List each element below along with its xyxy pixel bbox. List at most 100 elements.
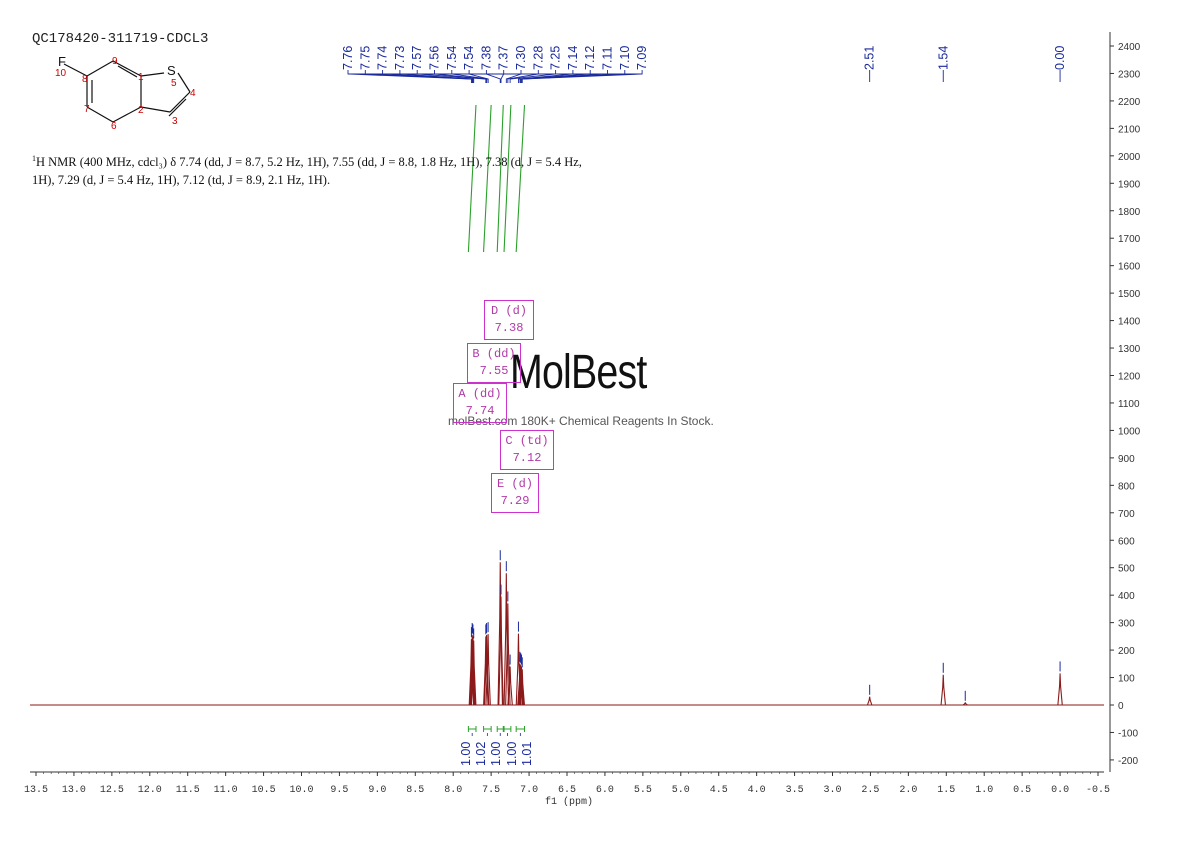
peak-label: 7.12 — [583, 46, 597, 70]
peak-label: 7.30 — [514, 46, 528, 70]
bond — [63, 63, 88, 77]
peak-label-leader — [468, 70, 489, 83]
y-tick-label: 1000 — [1118, 426, 1141, 437]
bond — [112, 106, 142, 123]
peak-label: 7.37 — [497, 46, 511, 70]
peak-label-leader — [509, 70, 557, 83]
integral-curve — [515, 104, 526, 253]
x-tick-label: 4.0 — [748, 785, 766, 796]
chemical-structure — [63, 60, 191, 123]
integral-curve — [483, 104, 492, 253]
x-tick-label: 12.5 — [100, 785, 124, 796]
peak-label: 7.75 — [358, 46, 372, 70]
x-tick-label: 12.0 — [138, 785, 162, 796]
peak-label-fan: 7.76 7.75 7.74 7.73 7.57 7.56 7.54 7.54 7.38 7.37… — [341, 46, 649, 83]
bond — [117, 65, 138, 78]
x-axis: 13.5 13.0 12.5 12.0 11.5 11.0 10.5 10.0 9.5 9.0 8.… — [24, 771, 1110, 796]
y-tick-label: -200 — [1118, 756, 1138, 767]
y-tick-label: 800 — [1118, 481, 1135, 492]
y-tick-label: 1400 — [1118, 317, 1141, 328]
bond — [86, 106, 114, 123]
peak-label-leader — [364, 70, 473, 83]
integral-curve — [467, 104, 477, 253]
multiplet-name: C (td) — [505, 434, 549, 448]
multiplet-name: B (dd) — [472, 347, 516, 361]
y-tick-label: 1800 — [1118, 207, 1141, 218]
spectrum-peak — [485, 634, 491, 706]
multiplet-shift: 7.55 — [479, 364, 509, 378]
bond — [112, 60, 142, 77]
y-tick-label: 900 — [1118, 454, 1135, 465]
y-tick-label: 300 — [1118, 619, 1135, 630]
y-tick-label: 1700 — [1118, 234, 1141, 245]
atom-label: 9 — [112, 56, 118, 67]
peak-label: 7.56 — [428, 46, 442, 70]
x-tick-label: 8.0 — [444, 785, 462, 796]
watermark-tagline: molBest.com 180K+ Chemical Reagents In S… — [448, 414, 714, 428]
peak-label: 7.54 — [445, 46, 459, 70]
x-tick-label: 13.5 — [24, 785, 48, 796]
atom-label: F — [58, 54, 66, 69]
y-tick-label: 500 — [1118, 564, 1135, 575]
y-tick-label: 1900 — [1118, 179, 1141, 190]
bond — [140, 106, 171, 113]
bond — [168, 98, 187, 117]
x-tick-label: -0.5 — [1086, 785, 1110, 796]
peak-label: 7.25 — [549, 46, 563, 70]
y-tick-label: 1600 — [1118, 262, 1141, 273]
spectrum-peak — [498, 596, 504, 706]
peak-label: 7.76 — [341, 46, 355, 70]
spectrum-peak — [470, 636, 476, 706]
multiplet-shift: 7.38 — [494, 321, 524, 335]
atom-label: S — [167, 63, 176, 78]
peak-label-leader — [518, 70, 574, 83]
peak-label-leader — [399, 70, 475, 83]
spectrum-peak — [505, 603, 511, 706]
integration-value: 1.00 — [505, 742, 519, 766]
integration-value: 1.00 — [489, 742, 503, 766]
y-tick-label: 2000 — [1118, 152, 1141, 163]
x-tick-label: 13.0 — [62, 785, 86, 796]
x-tick-label: 6.5 — [558, 785, 576, 796]
peak-label-leader — [382, 70, 474, 83]
peak-label: 7.74 — [376, 46, 390, 70]
y-tick-label: 100 — [1118, 674, 1135, 685]
multiplet-shift: 7.74 — [465, 404, 495, 418]
y-tick-label: 1200 — [1118, 372, 1141, 383]
peak-label: 7.54 — [462, 46, 476, 70]
peak-label: 7.09 — [635, 46, 649, 70]
x-tick-label: 0.5 — [1013, 785, 1031, 796]
peak-label: 1.54 — [936, 46, 950, 70]
x-tick-label: 7.5 — [482, 785, 500, 796]
y-tick-label: 200 — [1118, 646, 1135, 657]
peak-label: 7.38 — [479, 46, 493, 70]
y-tick-label: -100 — [1118, 728, 1138, 739]
y-tick-label: 2100 — [1118, 124, 1141, 135]
nmr-description-sup: 1 — [32, 154, 36, 163]
peak-label-leader — [500, 70, 505, 83]
multiplet-box-b: B (dd) 7.55 — [467, 343, 521, 383]
x-tick-label: 7.0 — [520, 785, 538, 796]
spectrum-peak — [962, 701, 968, 706]
structure-labels: F10 8 9 1 S5 4 3 2 7 6 — [55, 54, 196, 132]
peak-label-leader — [507, 70, 539, 83]
integration-value: 1.01 — [520, 742, 534, 766]
atom-label: 4 — [190, 88, 196, 99]
y-tick-label: 700 — [1118, 509, 1135, 520]
atom-label: 1 — [138, 72, 144, 83]
y-tick-label: 1500 — [1118, 289, 1141, 300]
y-tick-label: 1100 — [1118, 399, 1140, 410]
y-axis: 2400230022002100200019001800170016001500… — [1109, 32, 1141, 772]
integration-value: 1.02 — [474, 742, 488, 766]
spectrum-peak — [518, 666, 525, 706]
x-tick-label: 11.5 — [176, 785, 200, 796]
x-tick-label: 1.0 — [975, 785, 993, 796]
x-tick-label: 10.5 — [252, 785, 276, 796]
peak-label-leader — [485, 70, 501, 83]
multiplet-shift: 7.29 — [500, 494, 530, 508]
y-tick-label: 400 — [1118, 591, 1135, 602]
spectrum-peak — [483, 634, 490, 706]
y-tick-label: 1300 — [1118, 344, 1141, 355]
integrations: 1.00 1.02 1.00 1.00 1.01 — [459, 726, 534, 766]
